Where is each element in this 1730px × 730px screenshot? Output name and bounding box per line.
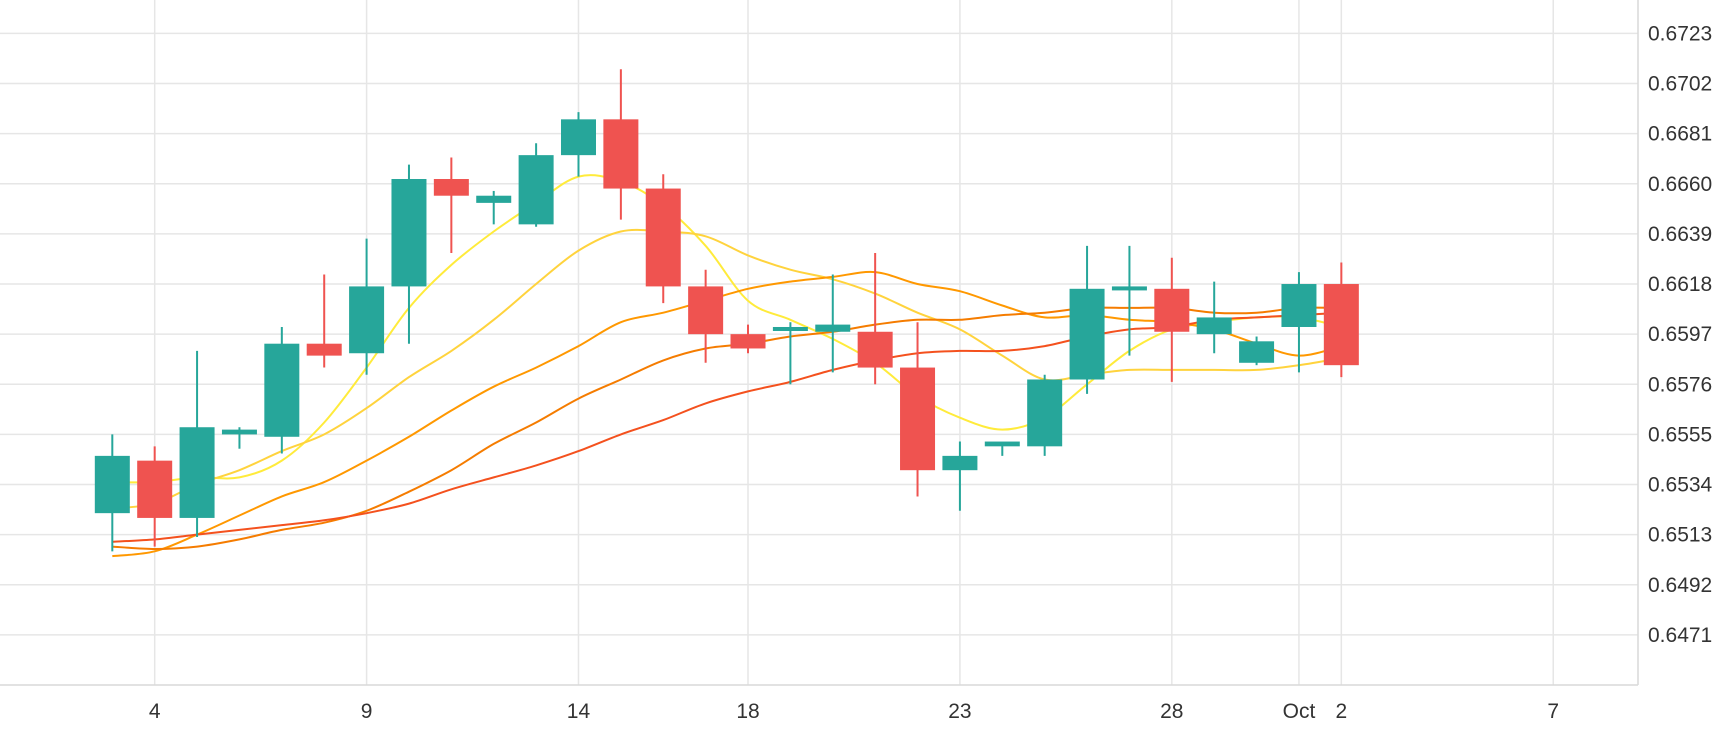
candle-body [815,324,851,332]
candle-body [179,427,215,518]
candle-body [221,429,257,435]
y-tick-label: 0.6492 [1648,574,1712,597]
y-axis-tick-labels: 0.6471 0.6492 0.6513 0.6534 0.6555 0.6576 0.65… [1648,22,1713,646]
candle-body [1281,284,1317,327]
candle-body [391,179,427,287]
y-tick-label: 0.6555 [1648,423,1712,446]
ma-line-4 [112,306,1342,551]
candle [1111,245,1147,356]
y-tick-label: 0.6660 [1648,173,1712,196]
x-tick-label: 28 [1160,700,1183,723]
candle [772,322,808,385]
x-tick-label: 18 [736,700,759,723]
y-tick-label: 0.6681 [1648,123,1712,146]
x-tick-label: 9 [361,700,373,723]
candle-body [264,343,300,437]
candle [1069,245,1105,394]
y-tick-label: 0.6534 [1648,474,1713,497]
x-tick-label: 4 [149,700,161,723]
candle [476,190,512,225]
candle [433,157,469,253]
candles [94,69,1359,552]
candle [984,441,1020,456]
candle [815,274,851,373]
candle [730,324,766,354]
candle [94,434,130,552]
y-tick-label: 0.6471 [1648,624,1712,647]
candle [900,322,936,497]
candle [1154,257,1190,382]
candle-body [857,331,893,368]
y-tick-label: 0.6597 [1648,323,1712,346]
candle-body [900,367,936,471]
candle-body [984,441,1020,447]
ma-line-5 [112,311,1342,543]
candle-body [1239,341,1275,363]
y-tick-label: 0.6723 [1648,22,1712,45]
candle-body [1196,317,1232,335]
candle [349,238,385,375]
candle [1239,336,1275,366]
candle-body [1323,284,1359,366]
candle-body [306,343,342,356]
candle [1196,281,1232,354]
candle-body [730,334,766,349]
x-tick-label: Oct [1283,700,1316,723]
candle-body [433,179,469,196]
x-tick-label: 2 [1335,700,1347,723]
candle [1281,272,1317,373]
candle-body [1111,286,1147,291]
candle [1323,262,1359,378]
candle-body [1027,379,1063,447]
candle-body [603,119,639,189]
candle [306,274,342,368]
y-tick-label: 0.6639 [1648,223,1712,246]
candle [391,164,427,344]
candle [857,252,893,385]
candle [137,446,173,547]
horizontal-gridlines [0,32,1638,636]
x-tick-label: 7 [1547,700,1559,723]
candle-body [645,188,681,287]
y-tick-label: 0.6618 [1648,273,1712,296]
ma-line-3 [112,270,1342,558]
candle-body [476,195,512,203]
x-axis-tick-labels: 4 9 14 18 23 28 Oct 2 7 [149,700,1559,723]
y-tick-label: 0.6513 [1648,524,1712,547]
candle-body [349,286,385,354]
candle-body [1069,288,1105,380]
candle [688,269,724,363]
candle-body [94,455,130,514]
candle [221,427,257,449]
candle [560,112,596,177]
x-tick-label: 23 [948,700,971,723]
candle-body [772,326,808,331]
ma-line-2 [112,228,1342,510]
candle-body [942,455,978,471]
candle [942,441,978,511]
candle [1027,374,1063,456]
candle [645,174,681,304]
candle [179,350,215,538]
candle [264,326,300,454]
candle [603,69,639,220]
y-tick-label: 0.6576 [1648,373,1712,396]
candle-body [1154,288,1190,332]
axes [0,0,1639,686]
y-tick-label: 0.6702 [1648,73,1712,96]
candle-body [560,119,596,156]
x-tick-label: 14 [567,700,591,723]
candle-body [137,460,173,518]
candle [518,143,554,227]
candle-body [688,286,724,335]
candle-body [518,155,554,225]
